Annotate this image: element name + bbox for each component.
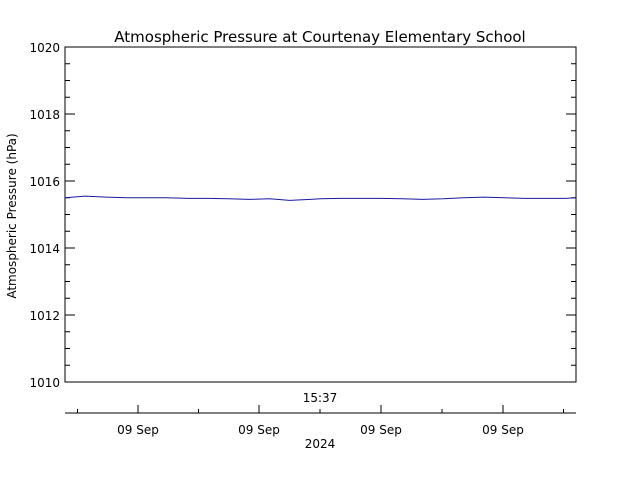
- x-axis-ticks: 09 Sep 09 Sep 09 Sep 09 Sep: [77, 405, 564, 437]
- pressure-series-line: [64, 195, 577, 201]
- y-tick-label: 1020: [29, 41, 60, 55]
- x-tick-label: 09 Sep: [360, 423, 402, 437]
- y-tick-label: 1016: [29, 175, 60, 189]
- time-label: 15:37: [303, 391, 338, 405]
- y-tick-label: 1014: [29, 242, 60, 256]
- chart-title: Atmospheric Pressure at Courtenay Elemen…: [114, 28, 525, 46]
- y-axis-label: Atmospheric Pressure (hPa): [5, 133, 19, 298]
- y-tick-label: 1018: [29, 108, 60, 122]
- x-tick-label: 09 Sep: [482, 423, 524, 437]
- y-tick-label: 1012: [29, 309, 60, 323]
- plot-frame: [64, 46, 577, 383]
- x-tick-label: 09 Sep: [117, 423, 159, 437]
- year-label: 2024: [305, 437, 336, 451]
- y-tick-label: 1010: [29, 376, 60, 390]
- y-axis-ticks: 1010 1012 1014 1016 1018 1020: [29, 41, 576, 390]
- x-tick-label: 09 Sep: [238, 423, 280, 437]
